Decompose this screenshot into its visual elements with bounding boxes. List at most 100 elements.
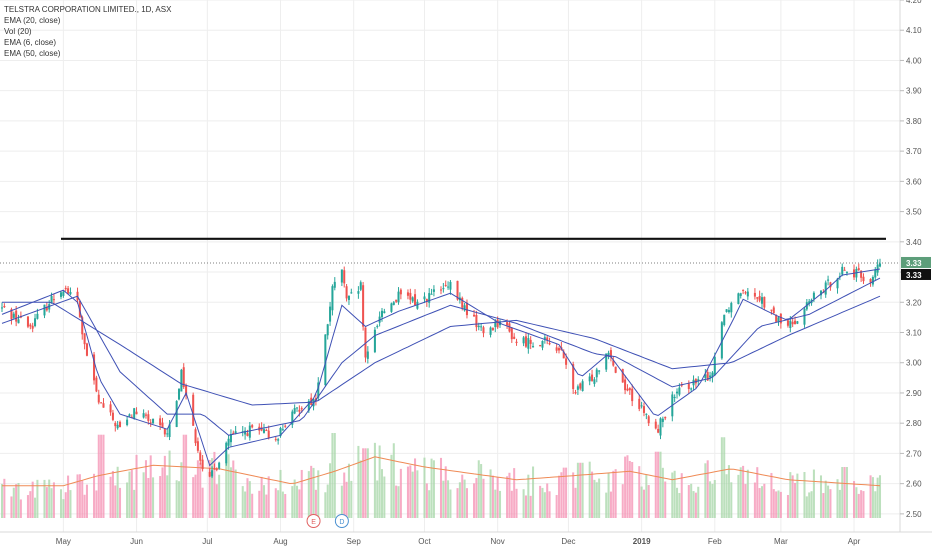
event-marker <box>334 514 349 528</box>
volume-bar <box>213 451 216 518</box>
candle-body <box>593 379 596 384</box>
candle-body <box>45 307 48 311</box>
volume-bar <box>293 479 296 518</box>
candle-body <box>562 351 565 359</box>
candle-body <box>29 324 32 327</box>
volume-bar <box>555 495 558 518</box>
volume-bar <box>565 467 568 518</box>
candle-body <box>17 319 20 324</box>
volume-bar <box>626 455 629 518</box>
volume-bar <box>845 467 848 518</box>
candle-body <box>772 307 775 314</box>
candle-body <box>317 382 320 398</box>
price-tick-label: 3.40 <box>906 238 922 247</box>
volume-bar <box>862 491 865 518</box>
candle-body <box>508 323 511 332</box>
volume-bar <box>284 494 287 518</box>
volume-bar <box>399 468 402 518</box>
candle-body <box>380 310 384 318</box>
volume-bar <box>810 491 813 518</box>
candle-body <box>548 343 551 345</box>
candle-body <box>118 421 122 428</box>
last-price-tag-label: 3.33 <box>906 259 922 268</box>
candle-body <box>15 310 18 322</box>
volume-bar <box>111 470 114 518</box>
volume-bar <box>296 485 299 518</box>
volume-bar <box>838 489 841 518</box>
candle-body <box>130 416 133 418</box>
candle-body <box>796 321 799 324</box>
volume-bar <box>614 469 617 518</box>
candle-body <box>331 286 334 311</box>
volume-bar <box>126 482 129 518</box>
volume-bar <box>59 489 63 518</box>
candle-body <box>770 309 773 311</box>
volume-bar <box>168 450 171 518</box>
candle-body <box>196 441 199 451</box>
price-tick-label: 3.10 <box>906 329 922 338</box>
candle-body <box>83 333 86 345</box>
candle-body <box>494 321 497 327</box>
candle-body <box>760 297 764 304</box>
volume-bar <box>480 464 483 518</box>
volume-bar <box>869 475 872 518</box>
volume-bar <box>591 471 594 518</box>
candle-body <box>364 327 367 358</box>
volume-bar <box>737 474 740 518</box>
candle-body <box>277 439 280 441</box>
volume-bar <box>465 488 468 518</box>
price-tick-label: 2.90 <box>906 389 922 398</box>
candle-body <box>791 321 794 325</box>
volume-bar <box>425 483 428 518</box>
volume-bar <box>609 491 612 518</box>
candle-body <box>366 351 369 359</box>
legend-ema50: EMA (50, close) <box>4 49 61 58</box>
candle-body <box>845 272 848 274</box>
volume-bar <box>725 474 728 518</box>
candle-body <box>664 416 667 419</box>
candle-body <box>218 462 221 469</box>
volume-bar <box>45 487 48 518</box>
candle-body <box>300 408 303 410</box>
volume-bar <box>829 489 832 518</box>
candle-body <box>730 303 733 313</box>
volume-bar <box>694 492 697 518</box>
candle-body <box>281 429 284 431</box>
ema50-line <box>2 295 881 406</box>
volume-bar <box>812 469 815 518</box>
price-tick-label: 4.10 <box>906 26 922 35</box>
volume-bar <box>827 485 830 518</box>
volume-bar <box>642 489 645 518</box>
volume-bar <box>463 479 466 518</box>
candle-body <box>827 279 830 281</box>
candle-body <box>713 356 716 375</box>
volume-bar <box>723 437 726 518</box>
volume-bar <box>796 473 799 518</box>
volume-bar <box>50 488 53 518</box>
volume-bar <box>211 458 214 518</box>
time-axis-bg <box>0 532 932 550</box>
volume-bar <box>661 467 664 518</box>
candle-body <box>260 427 263 431</box>
volume-bar <box>414 458 417 518</box>
volume-bar <box>260 476 263 518</box>
volume-bar <box>378 445 381 518</box>
candle-body <box>208 471 211 477</box>
volume-bar <box>251 493 254 518</box>
candle-body <box>128 414 131 417</box>
candle-body <box>628 388 631 391</box>
time-tick-label: Aug <box>273 537 287 546</box>
volume-bar <box>423 457 426 518</box>
volume-bar <box>709 481 712 518</box>
volume-bar <box>562 467 565 518</box>
volume-bar <box>102 434 105 518</box>
candle-body <box>3 306 6 308</box>
candle-body <box>246 433 249 436</box>
candle-body <box>878 263 882 267</box>
candle-body <box>444 285 447 287</box>
volume-bar <box>874 491 877 518</box>
candle-body <box>116 424 119 429</box>
volume-bar <box>442 480 445 518</box>
